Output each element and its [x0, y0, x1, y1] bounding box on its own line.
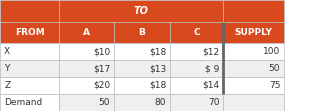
Bar — [59, 22, 114, 43]
Text: TO: TO — [134, 6, 149, 16]
Bar — [0, 94, 59, 111]
Text: Z: Z — [4, 81, 10, 90]
Text: FROM: FROM — [15, 28, 45, 37]
Text: B: B — [139, 28, 145, 37]
Bar — [0, 22, 59, 43]
Bar — [59, 94, 114, 111]
Bar — [114, 43, 170, 60]
Text: $13: $13 — [149, 64, 166, 73]
Text: $18: $18 — [149, 47, 166, 56]
Bar — [170, 60, 223, 77]
Bar — [0, 60, 59, 77]
Bar — [0, 0, 59, 22]
Text: 50: 50 — [269, 64, 280, 73]
Text: 80: 80 — [155, 98, 166, 107]
Bar — [59, 43, 114, 60]
Bar — [223, 77, 284, 94]
Bar — [223, 94, 284, 111]
Text: SUPPLY: SUPPLY — [235, 28, 273, 37]
Text: $18: $18 — [149, 81, 166, 90]
Text: Y: Y — [4, 64, 10, 73]
Bar — [114, 77, 170, 94]
Bar — [170, 77, 223, 94]
Text: C: C — [193, 28, 200, 37]
Bar — [114, 60, 170, 77]
Text: 50: 50 — [99, 98, 110, 107]
Bar — [223, 0, 284, 22]
Bar — [170, 94, 223, 111]
Text: Demand: Demand — [4, 98, 42, 107]
Text: X: X — [4, 47, 10, 56]
Text: A: A — [83, 28, 90, 37]
Bar — [59, 60, 114, 77]
Bar — [59, 0, 223, 22]
Bar — [0, 77, 59, 94]
Text: 100: 100 — [263, 47, 280, 56]
Bar — [114, 94, 170, 111]
Text: $ 9: $ 9 — [205, 64, 219, 73]
Text: $12: $12 — [202, 47, 219, 56]
Text: $14: $14 — [202, 81, 219, 90]
Text: $10: $10 — [93, 47, 110, 56]
Bar — [223, 43, 284, 60]
Bar — [59, 77, 114, 94]
Bar — [114, 22, 170, 43]
Bar — [223, 22, 284, 43]
Text: $20: $20 — [93, 81, 110, 90]
Bar — [170, 22, 223, 43]
Text: 75: 75 — [269, 81, 280, 90]
Bar — [0, 43, 59, 60]
Bar — [223, 60, 284, 77]
Text: $17: $17 — [93, 64, 110, 73]
Bar — [170, 43, 223, 60]
Text: 70: 70 — [208, 98, 219, 107]
